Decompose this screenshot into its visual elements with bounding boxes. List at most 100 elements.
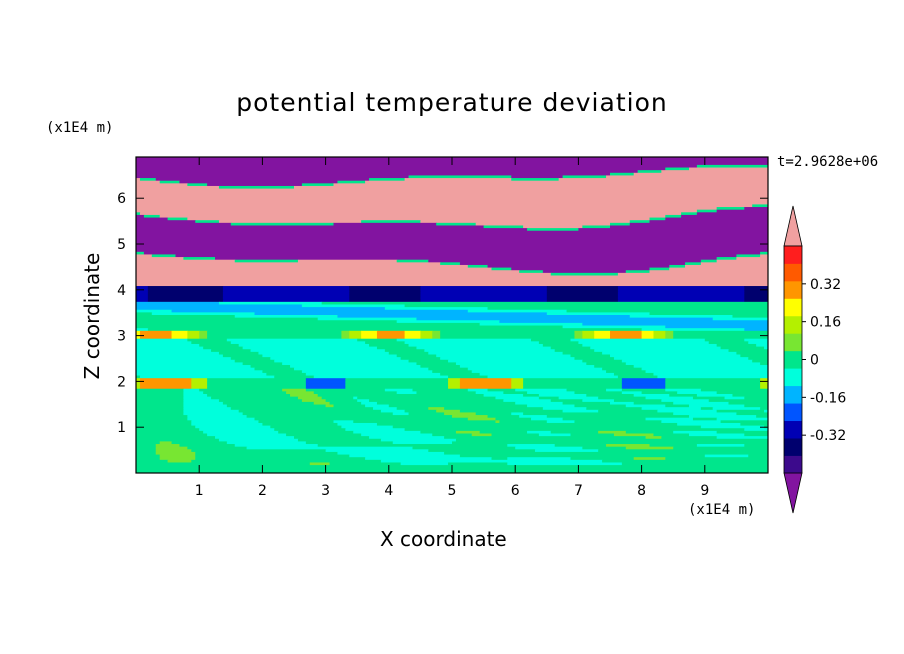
colorbar-segment xyxy=(784,333,802,352)
field-cell xyxy=(136,230,768,234)
field-cell xyxy=(136,167,666,171)
field-cell xyxy=(582,336,595,340)
field-cell xyxy=(546,312,651,316)
field-cell xyxy=(720,420,768,424)
field-cell xyxy=(440,262,461,266)
y-tick-label: 2 xyxy=(117,374,126,390)
field-cell xyxy=(495,420,500,424)
field-cell xyxy=(258,420,335,424)
field-cell xyxy=(207,386,307,390)
field-cell xyxy=(234,259,299,263)
field-cell xyxy=(621,359,753,363)
field-cell xyxy=(594,365,635,369)
field-cell xyxy=(760,378,768,382)
field-cell xyxy=(728,349,768,353)
field-cell xyxy=(254,417,469,421)
field-cell xyxy=(610,222,631,227)
field-cell xyxy=(700,262,768,266)
field-cell xyxy=(388,351,429,356)
field-cell xyxy=(139,178,157,182)
field-cell xyxy=(187,417,256,421)
field-cell xyxy=(136,417,188,421)
field-cell xyxy=(653,372,768,377)
field-cell xyxy=(136,420,192,424)
field-cell xyxy=(349,293,421,298)
field-cell xyxy=(700,425,765,429)
field-cell xyxy=(136,280,768,284)
field-cell xyxy=(222,291,350,295)
field-cell xyxy=(736,254,761,258)
field-cell xyxy=(199,336,208,340)
x-tick-label: 5 xyxy=(448,483,457,499)
field-cell xyxy=(408,175,512,179)
field-cell xyxy=(191,459,382,464)
field-cell xyxy=(748,341,768,345)
field-cell xyxy=(459,378,512,382)
field-cell xyxy=(420,365,461,369)
field-cell xyxy=(621,380,666,385)
field-cell xyxy=(341,330,350,335)
colorbar-tick-label: -0.16 xyxy=(810,390,846,406)
field-cell xyxy=(440,357,576,361)
x-tick-label: 4 xyxy=(384,483,393,499)
field-cell xyxy=(657,409,718,414)
field-cell xyxy=(159,180,181,184)
field-cell xyxy=(673,336,768,340)
field-cell xyxy=(195,451,339,456)
field-cell xyxy=(621,383,666,387)
field-cell xyxy=(756,415,768,419)
field-cell xyxy=(294,367,429,371)
field-cell xyxy=(222,401,315,406)
field-cell xyxy=(136,296,149,300)
field-cell xyxy=(404,304,768,308)
field-cell xyxy=(633,401,674,406)
field-cell xyxy=(325,449,429,453)
field-cell xyxy=(491,433,540,437)
field-cell xyxy=(136,454,161,458)
field-cell xyxy=(428,259,702,263)
field-cell xyxy=(420,299,548,303)
field-cell xyxy=(527,430,552,435)
field-cell xyxy=(432,336,441,340)
colorbar-segment xyxy=(784,455,802,474)
field-cell xyxy=(527,391,576,395)
field-cell xyxy=(207,333,342,337)
field-cell xyxy=(594,336,611,340)
field-cell xyxy=(424,349,556,353)
colorbar-segment xyxy=(784,368,802,387)
field-cell xyxy=(136,328,149,332)
field-cell xyxy=(369,436,445,440)
field-cell xyxy=(341,336,350,340)
field-cell xyxy=(700,259,718,263)
field-cell xyxy=(136,204,753,208)
field-cell xyxy=(325,399,358,403)
field-cell xyxy=(242,346,378,350)
field-cell xyxy=(696,212,768,216)
field-cell xyxy=(625,362,761,366)
field-cell xyxy=(136,459,169,464)
field-cell xyxy=(716,391,768,395)
field-cell xyxy=(136,441,161,445)
field-cell xyxy=(207,330,342,335)
field-cell xyxy=(301,370,433,374)
field-cell xyxy=(649,267,670,271)
field-cell xyxy=(657,375,768,379)
field-cell xyxy=(369,399,504,403)
field-cell xyxy=(728,401,768,406)
field-cell xyxy=(617,296,745,300)
field-cell xyxy=(294,185,768,190)
field-cell xyxy=(610,330,643,335)
field-cell xyxy=(262,422,339,427)
field-cell xyxy=(218,438,299,442)
field-cell xyxy=(416,362,457,366)
field-cell xyxy=(432,333,441,337)
field-cell xyxy=(507,457,572,461)
field-cell xyxy=(511,175,564,179)
field-cell xyxy=(459,262,686,266)
field-cell xyxy=(744,338,768,342)
field-cell xyxy=(136,207,718,211)
field-cell xyxy=(286,433,362,437)
field-cell xyxy=(230,222,335,227)
field-cell xyxy=(147,296,224,300)
field-cell xyxy=(136,391,184,395)
